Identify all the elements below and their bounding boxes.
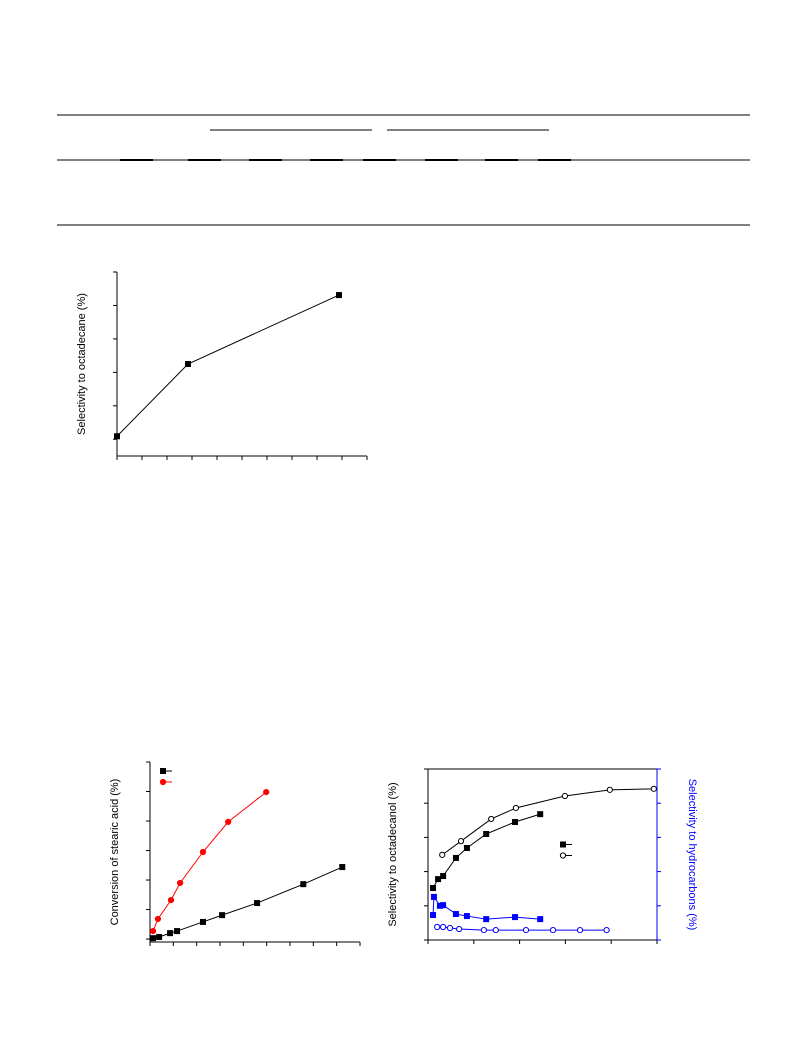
chart: Selectivity to octadecane (%) bbox=[76, 271, 368, 460]
marker bbox=[167, 896, 175, 904]
series-line bbox=[152, 791, 267, 932]
marker bbox=[488, 815, 495, 823]
marker bbox=[439, 851, 446, 858]
marker bbox=[492, 926, 499, 934]
marker bbox=[149, 927, 157, 935]
marker bbox=[114, 433, 120, 440]
marker bbox=[225, 818, 232, 826]
marker bbox=[452, 854, 459, 861]
marker bbox=[452, 911, 459, 918]
marker bbox=[430, 893, 437, 900]
marker bbox=[430, 912, 437, 919]
marker bbox=[156, 933, 163, 940]
legend-entry bbox=[560, 841, 572, 848]
marker bbox=[440, 902, 447, 909]
marker bbox=[650, 785, 657, 792]
marker bbox=[561, 792, 569, 800]
marker bbox=[537, 916, 544, 923]
series-line bbox=[441, 788, 654, 856]
marker bbox=[300, 881, 307, 888]
y-axis-title: Selectivity to octadecane (%) bbox=[76, 293, 88, 435]
marker bbox=[512, 914, 519, 921]
marker bbox=[154, 915, 162, 923]
series-line bbox=[116, 294, 340, 437]
marker bbox=[430, 885, 437, 892]
marker bbox=[440, 923, 447, 931]
legend-entry bbox=[559, 852, 572, 859]
legend-entry bbox=[160, 768, 172, 774]
marker bbox=[219, 912, 226, 919]
marker bbox=[263, 788, 270, 796]
marker bbox=[167, 930, 174, 937]
marker bbox=[463, 845, 470, 852]
marker bbox=[177, 879, 184, 887]
marker bbox=[159, 778, 167, 786]
table-rules bbox=[57, 114, 750, 226]
marker bbox=[549, 926, 557, 934]
marker bbox=[185, 361, 191, 367]
marker bbox=[522, 926, 530, 934]
y-axis-title: Conversion of stearic acid (%) bbox=[109, 779, 121, 926]
chart: Conversion of stearic acid (%) bbox=[109, 761, 361, 946]
marker bbox=[336, 292, 342, 299]
marker bbox=[559, 852, 567, 859]
marker bbox=[463, 913, 470, 920]
chart: Selectivity to hydrocarbons (%) Selectivi… bbox=[387, 768, 698, 944]
marker bbox=[150, 935, 157, 942]
series-line bbox=[432, 895, 541, 920]
marker bbox=[512, 819, 519, 826]
series-line bbox=[152, 866, 343, 939]
y-axis-title: Selectivity to octadecanol (%) bbox=[387, 782, 399, 926]
marker bbox=[174, 928, 181, 935]
legend-entry bbox=[159, 778, 172, 786]
marker bbox=[456, 925, 463, 933]
marker bbox=[440, 873, 447, 880]
marker bbox=[199, 918, 206, 925]
marker bbox=[603, 926, 610, 934]
marker bbox=[560, 841, 566, 848]
marker bbox=[606, 786, 613, 793]
marker bbox=[199, 848, 207, 856]
marker bbox=[483, 830, 490, 837]
series-line bbox=[437, 926, 607, 931]
series-line bbox=[432, 813, 541, 889]
marker bbox=[434, 923, 441, 931]
marker bbox=[457, 838, 465, 845]
marker bbox=[446, 924, 454, 932]
marker bbox=[512, 804, 520, 812]
marker bbox=[160, 768, 166, 774]
marker bbox=[576, 926, 584, 934]
marker bbox=[435, 876, 442, 883]
marker bbox=[339, 864, 346, 871]
y2-axis-title: Selectivity to hydrocarbons (%) bbox=[686, 779, 698, 931]
marker bbox=[537, 811, 544, 818]
marker bbox=[480, 926, 487, 934]
marker bbox=[254, 900, 261, 907]
marker bbox=[483, 916, 490, 923]
